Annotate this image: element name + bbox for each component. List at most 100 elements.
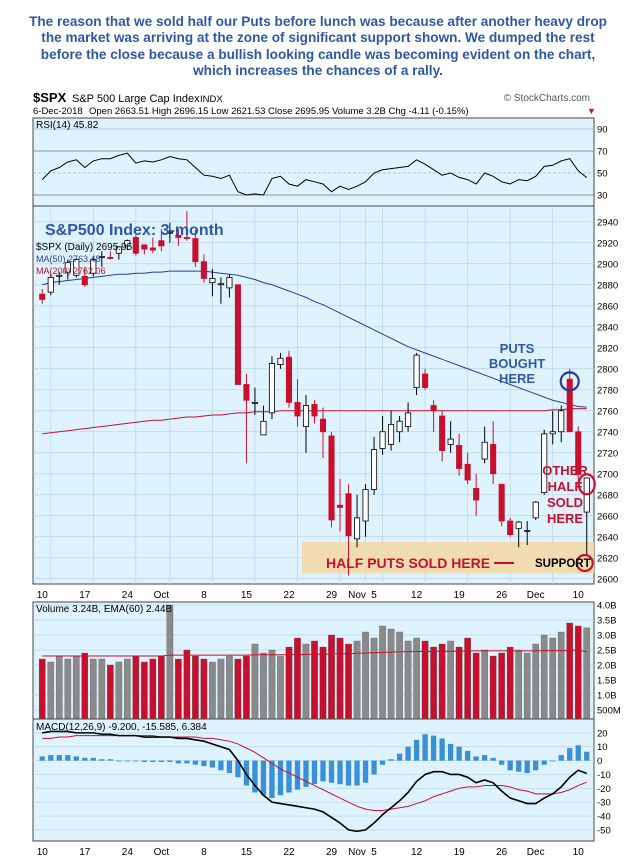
- candle-body: [47, 276, 54, 293]
- volume-bar: [55, 655, 63, 720]
- volume-bar: [336, 637, 344, 720]
- candle-body: [166, 231, 173, 234]
- support-label: SUPPORT: [535, 558, 591, 570]
- candle-body: [217, 283, 224, 286]
- macd-histogram-bar: [39, 756, 45, 761]
- macd-line: [42, 730, 588, 833]
- macd-histogram-bar: [430, 735, 437, 761]
- macd-histogram-bar: [286, 760, 292, 793]
- macd-histogram-bar: [499, 760, 505, 765]
- volume-bar: [115, 661, 123, 720]
- price-panel: 2600 2620 2640 2660 2680 2700 2720 2740 2760 2780…: [32, 205, 618, 585]
- macd-histogram-bar: [252, 760, 258, 793]
- caption: The reason that we sold half our Puts be…: [29, 14, 607, 78]
- volume-bar: [285, 646, 293, 720]
- candle-body: [302, 405, 310, 427]
- macd-histogram-bar: [107, 759, 113, 761]
- candle-body: [345, 493, 352, 537]
- macd-histogram-bar: [379, 760, 386, 765]
- macd-histogram-bar: [320, 760, 326, 782]
- macd-x-axis: 10 17 24 Oct 8 15 22 29 Nov 5 12 19 26 Dec 10: [37, 847, 585, 858]
- volume-bar: [345, 643, 352, 720]
- volume-bar: [175, 658, 182, 720]
- volume-bar: [217, 658, 225, 720]
- macd-tick-label: -30: [597, 798, 611, 809]
- candle-body: [200, 261, 207, 279]
- candle-body: [260, 420, 267, 436]
- macd-histogram-bar: [192, 760, 199, 765]
- rsi-tick-label: 70: [597, 147, 608, 158]
- macd-histogram-bar: [175, 760, 182, 764]
- candle-body: [379, 431, 386, 449]
- volume-bar: [430, 646, 437, 720]
- candle-body: [362, 489, 369, 522]
- macd-histogram-bar: [116, 760, 122, 762]
- macd-tick-label: -10: [597, 770, 611, 781]
- macd-histogram-bar: [584, 751, 590, 761]
- volume-bar: [328, 634, 335, 720]
- puts-bought-label: HERE: [499, 371, 535, 386]
- price-x-tick-label: 24: [122, 590, 134, 601]
- macd-histogram-bar: [277, 760, 284, 796]
- macd-histogram-bar: [490, 757, 496, 761]
- macd-histogram-bar: [311, 760, 318, 785]
- volume-bar: [557, 631, 565, 720]
- macd-histogram-bar: [226, 760, 233, 774]
- volume-bar: [98, 658, 106, 720]
- volume-bar: [124, 658, 131, 720]
- macd-histogram-bar: [516, 760, 522, 772]
- volume-bar: [455, 646, 463, 720]
- candle-body: [149, 247, 156, 251]
- chart-exchange: INDX: [200, 94, 223, 105]
- candle-body: [422, 373, 429, 389]
- volume-bar: [81, 652, 89, 720]
- volume-bar: [319, 646, 327, 720]
- price-x-tick-label: Dec: [527, 590, 545, 601]
- volume-bar: [243, 655, 250, 720]
- chart-date: 6-Dec-2018: [33, 106, 83, 117]
- candle-body: [56, 274, 63, 277]
- other-half-label: HALF: [548, 479, 583, 494]
- macd-x-tick-label: 29: [326, 847, 338, 858]
- candle-body: [158, 240, 165, 247]
- macd-histogram-bar: [388, 759, 394, 761]
- macd-histogram-bar: [133, 760, 139, 762]
- macd-histogram-bar: [150, 760, 156, 762]
- macd-histogram-bar: [90, 757, 96, 761]
- volume-bar: [132, 655, 140, 720]
- candle-body: [413, 354, 420, 389]
- candle-body: [73, 259, 80, 276]
- macd-histogram-bar: [533, 760, 539, 771]
- ma50-line: [42, 270, 587, 408]
- volume-bar: [107, 664, 114, 720]
- macd-histogram-bar: [396, 753, 403, 761]
- volume-bar: [200, 658, 208, 720]
- volume-bar: [447, 640, 454, 720]
- volume-bar: [226, 655, 233, 720]
- macd-histogram-bar: [439, 738, 445, 761]
- candle-body: [481, 441, 488, 460]
- volume-bar: [583, 627, 591, 720]
- macd-x-tick-label: 26: [496, 847, 508, 858]
- candle-body: [81, 275, 88, 286]
- price-tick-label: 2760: [597, 406, 618, 417]
- macd-histogram-bar: [124, 760, 130, 762]
- volume-bar: [472, 652, 480, 720]
- macd-tick-label: 20: [597, 728, 608, 739]
- half-puts-sold-label: HALF PUTS SOLD HERE: [326, 555, 490, 571]
- candle-body: [371, 449, 378, 490]
- price-x-tick-label: 26: [496, 590, 508, 601]
- volume-bar: [72, 655, 80, 720]
- macd-x-tick-label: 15: [241, 847, 253, 858]
- macd-histogram-bar: [260, 760, 267, 796]
- volume-bar: [506, 646, 514, 720]
- candle-body: [124, 240, 131, 247]
- volume-bar: [90, 658, 97, 720]
- volume-tick-label: 4.0B: [597, 601, 617, 612]
- price-tick-label: 2800: [597, 364, 618, 375]
- other-half-circle: [577, 473, 596, 496]
- candle-body: [464, 463, 471, 481]
- candle-body: [439, 415, 446, 452]
- macd-histogram-bar: [328, 760, 335, 783]
- chart-name: S&P 500 Large Cap Index: [72, 93, 200, 105]
